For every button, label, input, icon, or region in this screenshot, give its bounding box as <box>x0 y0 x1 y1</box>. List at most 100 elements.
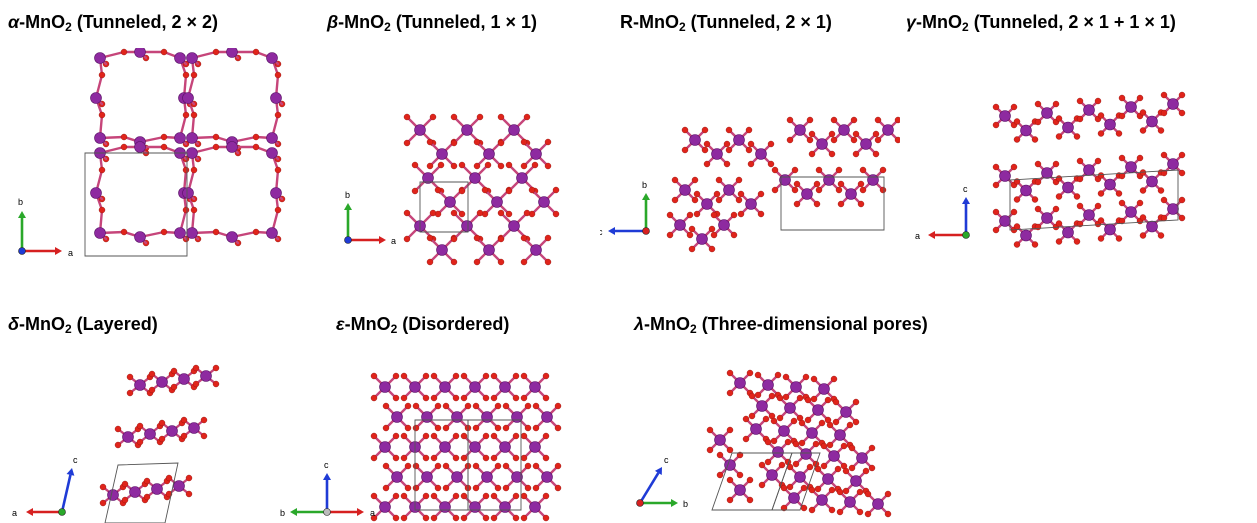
o-atom <box>404 484 412 492</box>
o-atom <box>764 438 772 446</box>
mn-atom <box>1125 161 1137 173</box>
delta-axis-label-a: a <box>12 508 17 518</box>
mn-atom <box>508 220 520 232</box>
o-atom <box>815 166 823 174</box>
mn-atom <box>1041 107 1053 119</box>
o-atom <box>688 225 696 233</box>
o-atom <box>786 136 794 144</box>
o-atom <box>992 208 1000 216</box>
mn-atom <box>266 52 278 64</box>
o-atom <box>726 369 734 377</box>
beta-axis-label-a: a <box>391 236 396 246</box>
o-atom <box>850 116 858 124</box>
title-lambda: λ-MnO2 (Three-dimensional pores) <box>634 314 928 336</box>
o-atom <box>1136 94 1144 102</box>
mn-atom <box>734 484 746 496</box>
mn-atom <box>872 498 884 510</box>
o-atom <box>894 116 900 124</box>
mn-atom <box>436 148 448 160</box>
o-atom <box>1097 172 1105 179</box>
o-atom <box>426 258 434 266</box>
mn-atom <box>461 220 473 232</box>
mn-atom <box>391 471 403 483</box>
o-atom <box>857 200 865 208</box>
o-atom <box>852 130 860 138</box>
mn-atom <box>850 475 862 487</box>
mn-atom <box>436 244 448 256</box>
o-atom <box>190 111 198 119</box>
o-atom <box>482 454 490 462</box>
o-atom <box>382 424 390 432</box>
o-atom <box>497 235 505 243</box>
o-atom <box>505 161 513 169</box>
o-atom <box>791 186 799 194</box>
axis-arrow-head <box>671 499 678 507</box>
mn-atom <box>723 184 735 196</box>
o-atom <box>686 211 694 219</box>
o-atom <box>520 492 528 500</box>
mn-atom <box>529 501 541 513</box>
o-atom <box>992 226 1000 234</box>
o-atom <box>126 373 134 381</box>
o-atom <box>746 476 754 484</box>
mn-atom <box>541 411 553 423</box>
o-atom <box>767 140 775 148</box>
axis-origin <box>323 508 331 516</box>
o-atom <box>532 484 540 492</box>
o-atom <box>497 162 505 170</box>
o-atom <box>160 133 168 141</box>
o-atom <box>121 480 129 488</box>
o-atom <box>99 499 107 507</box>
o-atom <box>1076 202 1084 210</box>
mn-atom <box>689 134 701 146</box>
mn-atom <box>439 381 451 393</box>
o-atom <box>1178 196 1186 204</box>
o-atom <box>472 484 480 492</box>
o-atom <box>1031 196 1039 203</box>
o-atom <box>473 162 481 170</box>
o-atom <box>884 510 892 518</box>
o-atom <box>426 162 434 170</box>
o-atom <box>1055 133 1063 140</box>
o-atom <box>512 394 520 402</box>
o-atom <box>482 432 490 440</box>
mn-atom <box>134 141 146 153</box>
mn-atom <box>867 174 879 186</box>
o-atom <box>1013 136 1021 143</box>
mn-atom <box>144 428 156 440</box>
o-atom <box>531 161 539 169</box>
o-atom <box>512 432 520 440</box>
o-atom <box>879 166 887 174</box>
o-atom <box>544 234 552 242</box>
o-atom <box>693 190 701 198</box>
mn-atom <box>794 471 806 483</box>
unit-cell-outline <box>1009 169 1179 231</box>
o-atom <box>160 48 168 56</box>
o-atom <box>771 186 779 194</box>
o-atom <box>758 461 766 469</box>
o-atom <box>400 514 408 522</box>
o-atom <box>482 394 490 402</box>
o-atom <box>523 113 531 121</box>
mn-atom <box>439 501 451 513</box>
o-atom <box>818 419 826 427</box>
o-atom <box>430 394 438 402</box>
o-atom <box>764 458 772 466</box>
o-atom <box>460 454 468 462</box>
o-atom <box>1178 151 1186 159</box>
o-atom <box>99 483 107 491</box>
o-atom <box>798 439 806 447</box>
o-atom <box>403 209 411 217</box>
o-atom <box>837 200 845 208</box>
o-atom <box>98 111 106 119</box>
o-atom <box>774 371 782 379</box>
mn-atom <box>1104 178 1116 191</box>
mn-atom <box>226 48 238 58</box>
o-atom <box>412 424 420 432</box>
mn-atom <box>1104 118 1116 131</box>
mn-atom <box>816 138 828 150</box>
axis-arrow-head <box>290 508 297 516</box>
o-atom <box>450 139 458 147</box>
o-atom <box>742 435 750 443</box>
mn-atom <box>1167 203 1179 215</box>
